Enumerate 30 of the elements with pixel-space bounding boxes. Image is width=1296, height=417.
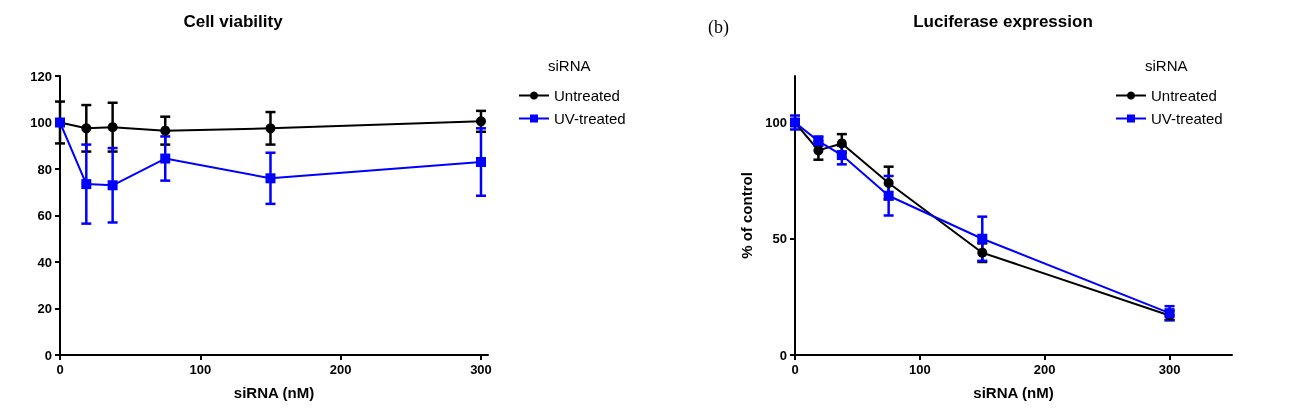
text: (b) bbox=[708, 17, 729, 38]
legend-label: Untreated bbox=[1151, 87, 1217, 104]
legend-label: UV-treated bbox=[1151, 110, 1223, 127]
x-tick-label: 300 bbox=[470, 362, 492, 377]
y-tick-label: 60 bbox=[37, 208, 52, 223]
y-tick-label: 100 bbox=[30, 115, 52, 130]
chart-title: Cell viability bbox=[183, 12, 284, 31]
legend-label: Untreated bbox=[554, 87, 620, 104]
y-tick-label: 100 bbox=[765, 115, 787, 130]
chart-title: Luciferase expression bbox=[913, 12, 1093, 31]
x-axis-title: siRNA (nM) bbox=[973, 384, 1054, 401]
y-tick-label: 0 bbox=[779, 347, 787, 363]
x-tick-label: 100 bbox=[909, 362, 931, 377]
x-tick-label: 200 bbox=[329, 362, 352, 377]
y-tick-label: 50 bbox=[772, 231, 787, 247]
y-tick-label: 80 bbox=[37, 161, 52, 177]
y-axis-title: % of control bbox=[738, 172, 756, 259]
legend-label: UV-treated bbox=[554, 110, 626, 127]
x-tick-label: 200 bbox=[1033, 362, 1056, 377]
y-tick-label: 40 bbox=[37, 254, 52, 270]
y-tick-label: 20 bbox=[37, 301, 52, 316]
x-tick-label: 0 bbox=[791, 362, 799, 377]
x-tick-label: 100 bbox=[189, 362, 212, 377]
x-axis-title: siRNA (nM) bbox=[233, 384, 315, 401]
x-tick-label: 0 bbox=[56, 362, 64, 377]
x-tick-label: 300 bbox=[1158, 362, 1181, 377]
y-tick-label: 120 bbox=[30, 68, 52, 84]
y-tick-label: 0 bbox=[44, 347, 52, 363]
legend-title: siRNA bbox=[548, 57, 591, 74]
legend-title: siRNA bbox=[1145, 57, 1188, 74]
